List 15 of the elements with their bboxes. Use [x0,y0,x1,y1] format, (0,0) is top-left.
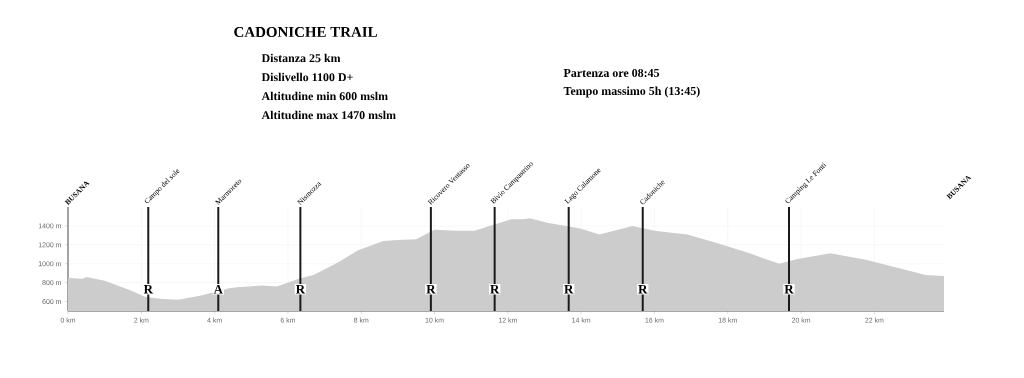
annotation: R [143,285,154,294]
annotation: R [784,285,794,294]
annotation: R [564,285,574,294]
annotation: R [295,285,306,294]
annotation: A [213,284,223,294]
text: Partenza ore 08:45 [563,68,660,78]
text: Altitudine min 600 mslm [261,91,388,101]
chart-title: CADONICHE TRAIL [234,26,377,38]
text: Distanza 25 km [261,53,341,63]
annotation: R [490,285,500,294]
text: Dislivello 1100 D+ [261,72,353,82]
text: Tempo massimo 5h (13:45) [563,86,700,98]
annotation: R [638,285,648,294]
annotation: R [426,285,436,294]
text: Altitudine max 1470 mslm [261,110,396,120]
